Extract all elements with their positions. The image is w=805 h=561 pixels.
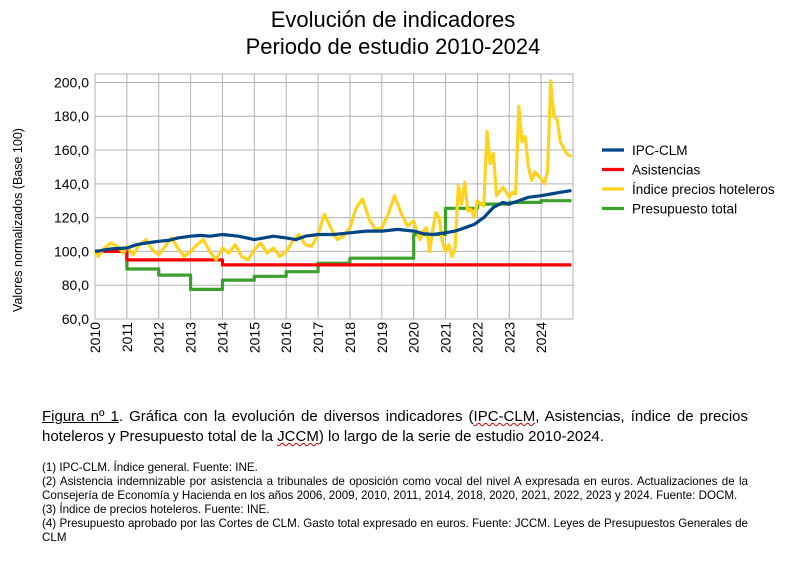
y-tick-label: 180,0 xyxy=(54,108,89,124)
figure-label: Figura nº 1 xyxy=(42,408,119,425)
series-lines xyxy=(93,79,573,291)
series-line-1 xyxy=(94,189,572,253)
line-chart: Evolución de indicadores Periodo de estu… xyxy=(11,7,775,353)
y-axis-label: Valores normalizados (Base 100) xyxy=(11,128,25,312)
caption-text-1: . Gráfica con la evolución de diversos i… xyxy=(118,408,474,425)
legend-label: Asistencias xyxy=(632,163,701,178)
x-tick-label: 2023 xyxy=(501,322,517,353)
caption-term-jccm: JCCM xyxy=(277,428,319,445)
x-tick-label: 2015 xyxy=(246,322,262,353)
x-tick-label: 2013 xyxy=(183,322,199,353)
y-tick-label: 80,0 xyxy=(62,277,89,293)
x-tick-label: 2014 xyxy=(214,322,230,353)
y-tick-label: 120,0 xyxy=(54,210,89,226)
x-axis-ticks: 2010 2011 2012 2013 2014 2015 2016 2017 2018 2019… xyxy=(87,322,549,353)
footnote-4: (4) Presupuesto aprobado por las Cortes … xyxy=(42,517,748,544)
x-tick-label: 2011 xyxy=(119,322,135,352)
x-tick-label: 2016 xyxy=(278,322,294,353)
x-tick-label: 2021 xyxy=(438,322,454,353)
series-line-4 xyxy=(95,199,572,291)
chart-subtitle: Periodo de estudio 2010-2024 xyxy=(246,34,541,59)
y-tick-label: 140,0 xyxy=(54,176,89,192)
legend-label: Índice precios hoteleros xyxy=(632,182,775,197)
x-tick-label: 2022 xyxy=(469,322,485,353)
x-tick-label: 2020 xyxy=(406,322,422,353)
x-tick-label: 2019 xyxy=(374,322,390,353)
x-tick-label: 2010 xyxy=(87,322,103,353)
y-axis-ticks: 60,0 80,0 100,0 120,0 140,0 160,0 180,0 200,0 xyxy=(54,74,89,327)
x-tick-label: 2012 xyxy=(151,322,167,353)
chart-title: Evolución de indicadores xyxy=(271,7,516,32)
footnote-2: (2) Asistencia indemnizable por asistenc… xyxy=(42,475,748,502)
y-tick-label: 200,0 xyxy=(54,74,89,90)
y-tick-label: 100,0 xyxy=(54,243,89,259)
caption-term-ipc: IPC-CLM xyxy=(473,408,536,425)
series-line-3 xyxy=(93,79,573,262)
caption-text-3: ) lo largo de la serie de estudio 2010-2… xyxy=(318,428,605,445)
footnotes: (1) IPC-CLM. Índice general. Fuente: INE… xyxy=(42,461,748,545)
x-tick-label: 2017 xyxy=(310,322,326,353)
legend-label: Presupuesto total xyxy=(632,202,737,217)
footnote-3: (3) Índice de precios hoteleros. Fuente:… xyxy=(42,503,270,516)
y-tick-label: 60,0 xyxy=(62,311,89,327)
plot-area xyxy=(94,73,574,320)
caption-text-2: , Asistencias, índice de precios hoteler… xyxy=(42,408,749,445)
figure-caption: Figura nº 1. Gráfica con la evolución de… xyxy=(42,407,748,447)
x-tick-label: 2024 xyxy=(533,322,549,353)
x-tick-label: 2018 xyxy=(342,322,358,353)
legend-label: IPC-CLM xyxy=(632,143,688,158)
legend: IPC-CLM Asistencias Índice precios hoteler… xyxy=(602,143,775,217)
footnote-1: (1) IPC-CLM. Índice general. Fuente: INE… xyxy=(42,461,258,474)
y-tick-label: 160,0 xyxy=(54,142,89,158)
